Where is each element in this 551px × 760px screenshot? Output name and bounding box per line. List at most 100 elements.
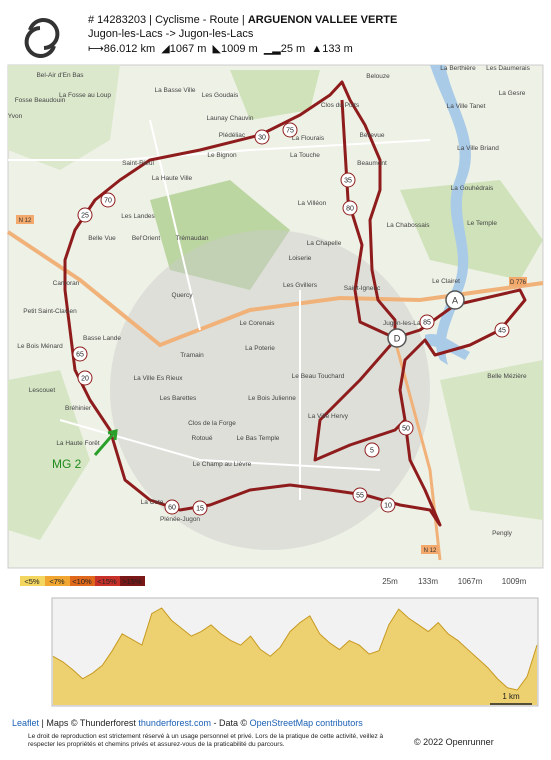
place-label: La Basse Ville <box>154 87 195 94</box>
text: - Data © <box>213 718 248 728</box>
route-id: # 14283203 | <box>88 14 153 26</box>
place-label: Loiserie <box>289 255 312 262</box>
road-label: N 12 <box>424 548 437 554</box>
km-marker <box>419 314 435 330</box>
km-marker <box>494 322 510 338</box>
km-label: 55 <box>356 493 364 500</box>
max-altitude: 133 m <box>322 43 353 55</box>
km-label: 60 <box>168 505 176 512</box>
place-label: Le Beau Touchard <box>292 373 345 380</box>
km-marker <box>380 497 396 513</box>
header-line: # 14283203 | Cyclisme - Route | ARGUENON… <box>88 14 397 26</box>
text: | Maps © Thunderforest <box>41 718 136 728</box>
km-marker <box>282 122 298 138</box>
link[interactable]: thunderforest.com <box>138 718 211 728</box>
profile-area <box>53 608 537 705</box>
road-badge <box>509 277 527 286</box>
place-label: La Cote <box>141 499 164 506</box>
km-label: 70 <box>104 198 112 205</box>
legend-label: <7% <box>49 577 65 586</box>
place-label: La Ville Tanet <box>447 103 486 110</box>
place-label: Le Clairet <box>432 278 460 285</box>
place-label: Le Bas Temple <box>237 435 280 442</box>
place-label: La Flourais <box>292 135 325 142</box>
km-marker <box>77 370 93 386</box>
route-title: ARGUENON VALLEE VERTE <box>247 14 398 26</box>
logo <box>24 18 60 58</box>
km-label: 85 <box>423 320 431 327</box>
legend-label: >15% <box>122 577 142 586</box>
km-label: 30 <box>258 135 266 142</box>
km-label: 80 <box>346 206 354 213</box>
km-marker <box>72 346 88 362</box>
place-label: La Touche <box>290 152 320 159</box>
legend-swatch <box>45 576 70 586</box>
waypoint-label: D <box>394 334 401 344</box>
link[interactable]: Leaflet <box>12 718 40 728</box>
place-label: Bréhinier <box>65 405 92 412</box>
km-marker <box>100 192 116 208</box>
place-label: Jugon-les-Lacs <box>383 320 428 327</box>
place-label: Clos du Puits <box>321 102 360 109</box>
place-label: Le Bois Ménard <box>17 343 63 350</box>
place-label: Le Corenais <box>239 320 275 327</box>
place-label: La Ville Es Rieux <box>133 375 183 382</box>
km-label: 15 <box>196 506 204 513</box>
place-label: Bellevue <box>360 132 385 139</box>
place-label: Lescouet <box>29 387 56 394</box>
waypoint-label: A <box>452 296 458 306</box>
place-label: Les Daumerais <box>486 65 530 72</box>
km-label: 65 <box>76 352 84 359</box>
km-marker <box>340 172 356 188</box>
annotation: MG 2 <box>52 457 82 471</box>
place-label: Les Gvillers <box>283 282 318 289</box>
km-label: 25 <box>81 213 89 220</box>
km-marker <box>164 499 180 515</box>
place-label: Plédéliac <box>219 132 246 139</box>
place-label: La Gouhédrais <box>451 185 494 192</box>
legend-label: <5% <box>24 577 40 586</box>
map-background <box>6 65 544 561</box>
min-altitude: 25 m <box>280 43 306 55</box>
place-label: Trémaudan <box>176 235 209 242</box>
route-endpoints: Jugon-les-Lacs -> Jugon-les-Lacs <box>88 28 254 40</box>
km-label: 10 <box>384 503 392 510</box>
km-marker <box>77 207 93 223</box>
legend-swatch <box>95 576 120 586</box>
attribution: Leaflet | Maps © Thunderforest thunderfo… <box>12 718 363 728</box>
place-label: Plénée-Jugon <box>160 516 200 523</box>
place-label: Bel'Orient <box>132 235 161 242</box>
place-label: Tramain <box>180 352 204 359</box>
activity: Cyclisme - Route | <box>155 14 245 26</box>
place-label: La Haute Ville <box>152 175 193 182</box>
place-label: La Villéon <box>298 200 327 207</box>
place-label: La Haute Forêt <box>56 440 100 447</box>
place-label: Belouze <box>366 73 390 80</box>
place-label: Saint-Rieul <box>122 160 154 167</box>
copyright: © 2022 Openrunner <box>414 737 494 747</box>
waypoint <box>387 328 407 348</box>
km-marker <box>192 500 208 516</box>
place-label: Le Temple <box>467 220 497 227</box>
place-label: Saint-Igneuc <box>344 285 381 292</box>
place-label: Petit Saint-Clavien <box>23 308 77 315</box>
km-label: 20 <box>81 376 89 383</box>
km-label: 5 <box>370 448 374 455</box>
annotation-arrow <box>93 429 118 456</box>
link[interactable]: OpenStreetMap contributors <box>249 718 363 728</box>
place-label: Les Landes <box>121 213 155 220</box>
place-label: Camoran <box>53 280 80 287</box>
legend-swatch <box>20 576 45 586</box>
km-label: 75 <box>286 128 294 135</box>
km-marker <box>352 487 368 503</box>
place-label: Bel-Air d'En Bas <box>36 72 84 79</box>
place-label: La Gesre <box>499 90 526 97</box>
km-marker <box>254 129 270 145</box>
place-label: La Chabossais <box>387 222 431 229</box>
route <box>63 80 527 527</box>
stats: ⟼86.012 km ◢1067 m ◣1009 m ▁▂25 m ▲133 m <box>88 43 353 55</box>
road-badge <box>421 545 439 554</box>
km-marker <box>398 420 414 436</box>
km-label: 45 <box>498 328 506 335</box>
